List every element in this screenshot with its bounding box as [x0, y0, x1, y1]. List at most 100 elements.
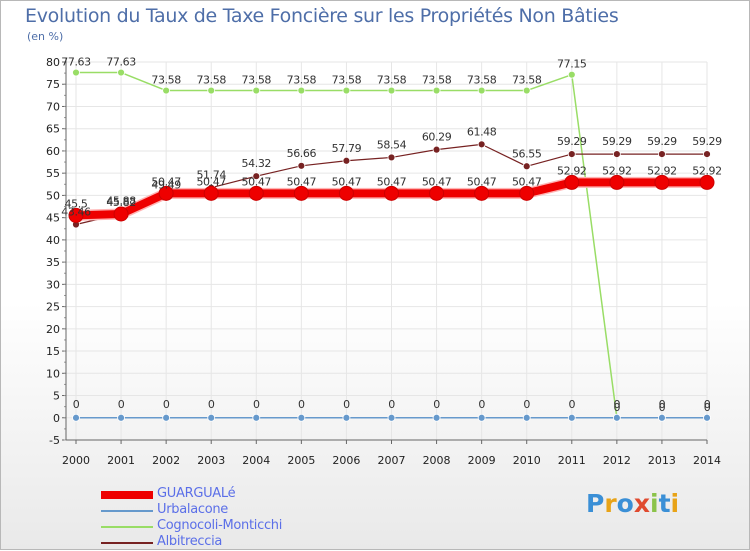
logo-letter: o: [616, 489, 634, 518]
data-point: [522, 86, 531, 95]
data-label: 43.46: [61, 205, 91, 218]
data-label: 56.66: [287, 147, 317, 160]
data-label: 73.58: [512, 74, 542, 87]
data-label: 49.49: [151, 179, 181, 192]
x-tick-label: 2011: [558, 454, 586, 467]
legend-swatch: [101, 542, 153, 544]
data-label: 73.58: [287, 74, 317, 87]
data-point: [474, 185, 490, 201]
logo-letter: r: [604, 489, 617, 518]
data-point: [609, 174, 625, 190]
data-label: 52.92: [602, 164, 632, 177]
chart-title: Evolution du Taux de Taxe Foncière sur l…: [25, 5, 619, 27]
data-label: 52.92: [647, 164, 677, 177]
y-axis-unit: (en %): [27, 30, 64, 43]
data-label: 0: [704, 401, 711, 414]
logo-letter: i: [650, 489, 659, 518]
y-tick-label: 55: [46, 167, 60, 180]
data-point: [207, 413, 216, 422]
x-tick-label: 2013: [648, 454, 676, 467]
data-label: 0: [478, 398, 485, 411]
x-tick-label: 2005: [287, 454, 315, 467]
data-point: [68, 207, 84, 223]
data-point: [432, 86, 441, 95]
data-label: 54.32: [242, 157, 272, 170]
data-label: 0: [253, 398, 260, 411]
data-label: 73.58: [377, 74, 407, 87]
data-label: 0: [704, 398, 711, 411]
data-label: 73.58: [151, 74, 181, 87]
y-tick-label: 5: [53, 390, 60, 403]
data-label: 50.47: [242, 175, 272, 188]
y-tick-label: 75: [46, 78, 60, 91]
legend-label: Urbalacone: [157, 502, 228, 517]
data-point: [113, 206, 129, 222]
data-point: [117, 68, 125, 77]
data-point: [72, 413, 80, 422]
data-point: [248, 185, 264, 201]
data-point: [342, 413, 351, 422]
data-labels: 77.63 77.63 73.58 73.58 73.58 73.58 73.58 73.58…: [61, 56, 722, 414]
data-label: 77.63: [61, 56, 91, 69]
data-point: [522, 162, 531, 171]
x-tick-label: 2003: [197, 454, 225, 467]
data-point: [387, 413, 396, 422]
x-tick-label: 2010: [513, 454, 541, 467]
data-label: 57.79: [332, 142, 362, 155]
data-label: 61.48: [467, 125, 497, 138]
x-tick-label: 2008: [423, 454, 451, 467]
logo-letter: i: [670, 489, 680, 518]
legend-label: Cognocoli-Monticchi: [157, 518, 283, 533]
y-tick-label: 50: [46, 189, 60, 202]
data-point: [252, 172, 261, 181]
y-tick-label: 20: [46, 323, 60, 336]
data-label: 73.58: [196, 74, 226, 87]
y-tick-label: 15: [46, 345, 60, 358]
data-label: 59.29: [602, 135, 632, 148]
data-point: [477, 86, 486, 95]
data-label: 50.47: [332, 175, 362, 188]
data-point: [432, 413, 441, 422]
data-label: 0: [614, 398, 621, 411]
y-tick-label: 0: [53, 412, 60, 425]
data-label: 50.47: [467, 175, 497, 188]
data-point: [703, 150, 711, 158]
legend-label: Albitreccia: [157, 534, 223, 549]
legend-swatch: [101, 491, 153, 499]
data-label: 73.58: [242, 74, 272, 87]
x-tick-label: 2002: [152, 454, 180, 467]
data-label: 59.29: [692, 135, 722, 148]
data-label: 45.82: [106, 196, 136, 209]
data-point: [703, 413, 711, 422]
y-tick-label: 65: [46, 123, 60, 136]
x-tick-label: 2014: [693, 454, 721, 467]
data-label: 52.92: [557, 164, 587, 177]
y-tick-label: 80: [46, 56, 60, 69]
data-label: 45.5: [65, 197, 88, 210]
y-tick-label: -5: [49, 434, 60, 447]
data-label: 0: [523, 398, 530, 411]
data-label: 0: [388, 398, 395, 411]
data-label: 51.74: [196, 169, 226, 182]
logo-letter: t: [658, 489, 671, 518]
logo-letter: x: [633, 489, 650, 518]
data-point: [293, 185, 309, 201]
data-point: [297, 161, 306, 170]
x-tick-label: 2001: [107, 454, 135, 467]
data-point: [699, 174, 715, 190]
grid: [66, 61, 708, 441]
y-tick-label: 35: [46, 256, 60, 269]
x-tick-label: 2012: [603, 454, 631, 467]
data-label: 50.47: [422, 175, 452, 188]
data-label: 58.54: [377, 138, 407, 151]
y-tick-label: 60: [46, 145, 60, 158]
data-point: [338, 185, 354, 201]
data-point: [567, 413, 576, 422]
data-point: [72, 68, 80, 77]
x-tick-label: 2009: [468, 454, 496, 467]
legend-swatch: [101, 526, 153, 528]
data-label: 50.47: [512, 175, 542, 188]
data-label: 0: [73, 398, 80, 411]
data-point: [207, 86, 216, 95]
